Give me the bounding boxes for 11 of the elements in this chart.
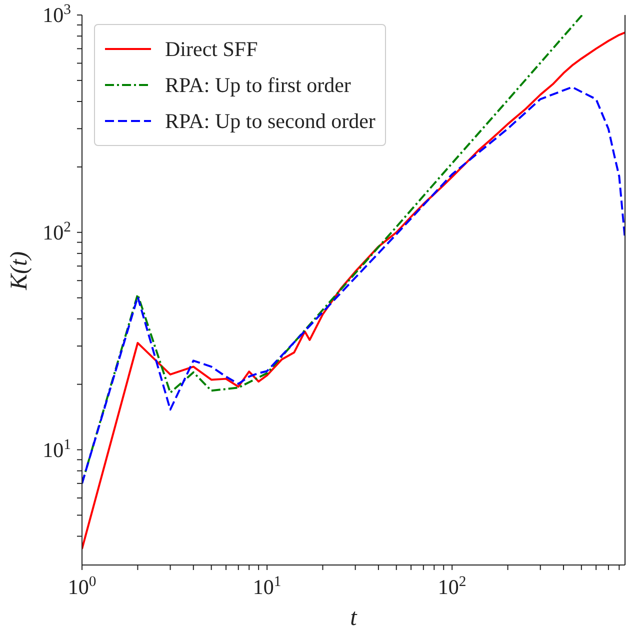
legend-label: Direct SFF xyxy=(165,36,258,62)
x-tick-label: 10$^{0}$ xyxy=(68,574,96,599)
x-tick-label: 10$^{2}$ xyxy=(438,574,466,599)
x-tick-label: 10$^{1}$ xyxy=(252,574,282,599)
y-tick-label: 10$^{1}$ xyxy=(42,436,71,462)
x-axis-title: t xyxy=(350,605,358,627)
y-tick-label: 10$^{2}$ xyxy=(42,219,71,244)
y-tick-label: 10$^{3}$ xyxy=(42,2,71,27)
legend-label: RPA: Up to first order xyxy=(165,72,351,98)
y-axis-title: K(t) xyxy=(6,251,33,291)
legend-label: RPA: Up to second order xyxy=(165,108,376,134)
